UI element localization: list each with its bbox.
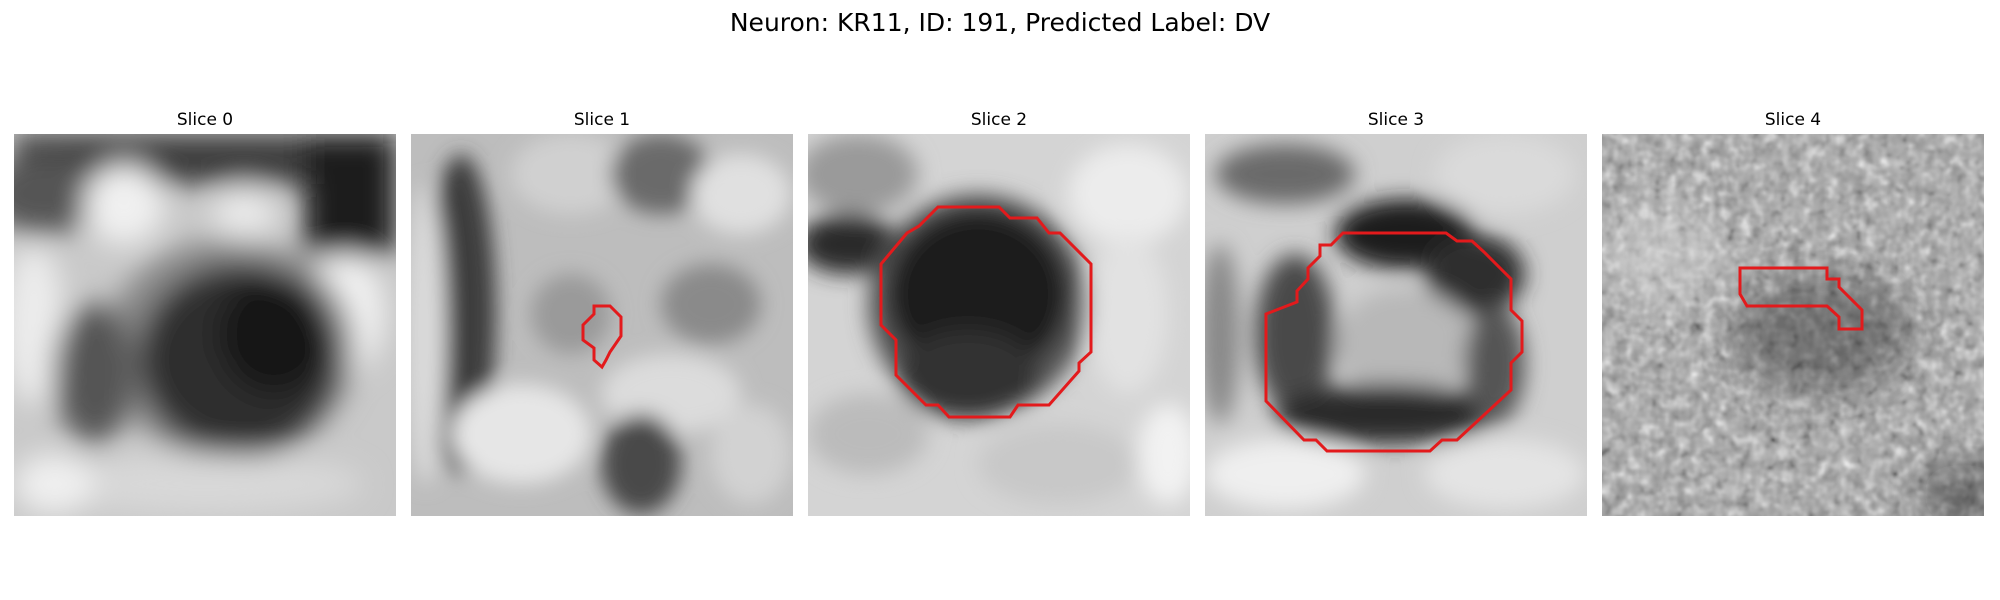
contour-4 <box>1738 266 1864 331</box>
contour-3 <box>1264 231 1524 453</box>
contour-2 <box>879 205 1093 419</box>
figure-title: Neuron: KR11, ID: 191, Predicted Label: … <box>729 8 1271 37</box>
slice-panel-1: Slice 1 <box>411 110 793 518</box>
slice-title-4: Slice 4 <box>1764 110 1822 130</box>
contour-1 <box>581 304 623 370</box>
slice-title-3: Slice 3 <box>1367 110 1425 130</box>
slice-image-2 <box>808 134 1190 516</box>
slice-image-3 <box>1205 134 1587 516</box>
slice-panel-3: Slice 3 <box>1205 110 1587 518</box>
slice-panel-2: Slice 2 <box>808 110 1190 518</box>
slice-image-1 <box>411 134 793 516</box>
slice-panel-4: Slice 4 <box>1602 110 1984 518</box>
slice-title-2: Slice 2 <box>970 110 1028 130</box>
slice-image-0 <box>14 134 396 516</box>
slice-panel-0: Slice 0 <box>14 110 396 518</box>
slice-title-1: Slice 1 <box>573 110 631 130</box>
slice-image-4 <box>1602 134 1984 516</box>
slice-title-0: Slice 0 <box>176 110 234 130</box>
